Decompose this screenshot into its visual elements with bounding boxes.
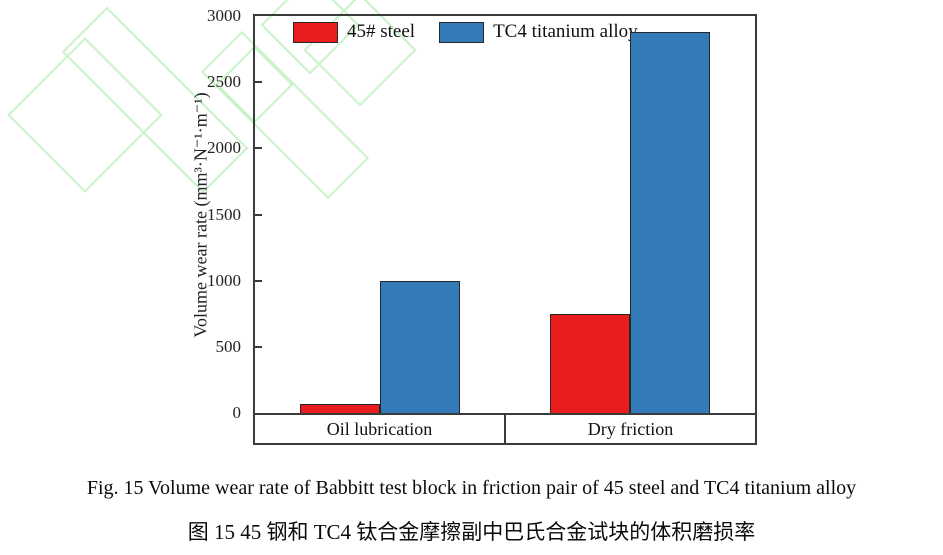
y-tick-label: 2000: [207, 138, 241, 158]
y-tick-mark: [255, 345, 262, 348]
bar-45-steel-dry-friction: [550, 314, 630, 413]
y-tick-label: 2500: [207, 72, 241, 92]
category-label-dry-friction: Dry friction: [504, 415, 755, 443]
y-tick-mark: [255, 279, 262, 282]
legend-swatch-45-steel: [293, 21, 338, 43]
bar-tc4-titanium-alloy-dry-friction: [630, 32, 710, 413]
bar-tc4-titanium-alloy-oil-lubrication: [380, 281, 460, 413]
category-label-oil-lubrication: Oil lubrication: [326, 418, 433, 439]
figure-caption-english: Fig. 15 Volume wear rate of Babbitt test…: [86, 477, 857, 499]
y-tick-mark: [255, 147, 262, 150]
legend-entry-tc4: TC4 titanium alloy: [439, 21, 638, 43]
legend-label-45-steel: 45# steel: [347, 21, 416, 42]
y-tick-label: 500: [215, 336, 242, 356]
legend: 45# steel TC4 titanium alloy: [293, 21, 638, 43]
y-tick-label: 0: [232, 403, 242, 422]
figure-caption-chinese: 图 15 45 钢和 TC4 钛合金摩擦副中巴氏合金试块的体积磨损率: [187, 520, 756, 544]
bar-45-steel-oil-lubrication: [300, 404, 380, 413]
y-tick-label: 1000: [207, 270, 241, 290]
y-tick-mark: [255, 81, 262, 84]
x-axis-category-strip: Oil lubrication Dry friction: [253, 415, 757, 445]
y-tick-label: 3000: [207, 6, 241, 25]
y-tick-label: 1500: [207, 204, 241, 224]
y-axis-tick-labels: 0 500 1000 1500 2000 2500 3000: [0, 6, 247, 422]
plot-area: 45# steel TC4 titanium alloy: [253, 14, 757, 415]
y-tick-mark: [255, 213, 262, 216]
legend-entry-45-steel: 45# steel: [293, 21, 415, 43]
legend-swatch-tc4: [439, 21, 485, 43]
legend-label-tc4: TC4 titanium alloy: [493, 21, 638, 42]
